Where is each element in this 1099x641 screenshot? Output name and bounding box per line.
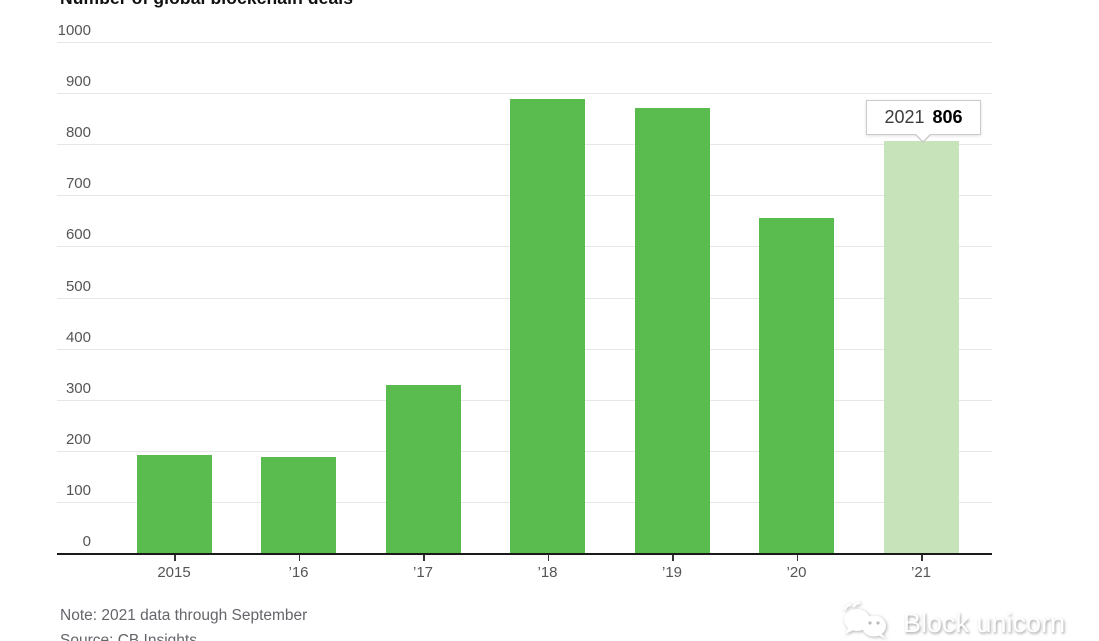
x-tick-mark [547, 555, 549, 561]
tooltip-2021: 2021 806 [866, 100, 981, 143]
x-tick-mark [921, 555, 923, 561]
bar-18[interactable] [510, 99, 585, 553]
x-tick-mark [423, 555, 425, 561]
y-tick-label-0: 0 [82, 533, 91, 550]
tooltip-caret-icon [915, 133, 931, 141]
y-tick-label-200: 200 [65, 430, 91, 448]
x-tick-mark [796, 555, 798, 561]
x-tick-mark [174, 555, 176, 561]
watermark-label: Block unicorn [903, 608, 1066, 638]
y-tick-label-1000: 1000 [57, 22, 91, 39]
tooltip-year-label: 2021 [884, 107, 925, 127]
y-tick-label-500: 500 [65, 277, 91, 295]
x-tick-label-20: ’20 [786, 564, 807, 581]
tooltip-value-label: 806 [932, 107, 963, 127]
x-tick-label-19: ’19 [661, 564, 683, 581]
y-tick-label-400: 400 [65, 328, 91, 346]
y-tick-label-700: 700 [65, 175, 91, 193]
chart-source: Source: CB Insights [60, 632, 197, 641]
chat-bubbles-icon [842, 601, 894, 641]
y-tick-label-900: 900 [65, 73, 91, 91]
y-tick-label-800: 800 [65, 124, 91, 142]
x-tick-mark [298, 555, 300, 561]
y-tick-label-100: 100 [65, 481, 91, 499]
y-tick-label-600: 600 [65, 226, 91, 244]
bar-2015[interactable] [136, 454, 212, 553]
watermark: Block unicorn [842, 601, 1065, 641]
bar-19[interactable] [634, 108, 710, 553]
bar-16[interactable] [261, 456, 336, 553]
bar-20[interactable] [759, 218, 834, 553]
x-tick-label-2015: 2015 [157, 564, 191, 581]
x-tick-label-16: ’16 [288, 564, 309, 581]
x-tick-mark [672, 555, 674, 561]
bar-21[interactable] [883, 141, 959, 553]
chart-title: Number of global blockchain deals [60, 0, 353, 9]
y-tick-label-300: 300 [65, 379, 91, 397]
x-axis-line [57, 552, 992, 555]
x-tick-label-21: ’21 [910, 564, 932, 581]
y-gridline-1000 [57, 42, 992, 43]
y-gridline-900 [57, 93, 992, 95]
x-tick-label-18: ’18 [537, 564, 558, 581]
bar-17[interactable] [385, 385, 461, 553]
chart-note: Note: 2021 data through September [60, 607, 308, 624]
x-tick-label-17: ’17 [412, 564, 434, 581]
